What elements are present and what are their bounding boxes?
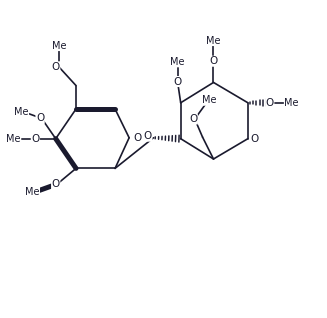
Text: O: O	[173, 77, 182, 86]
Text: Me: Me	[170, 57, 185, 67]
Text: O: O	[52, 62, 60, 72]
Text: Me: Me	[201, 95, 216, 105]
Text: O: O	[31, 134, 40, 144]
Text: Me: Me	[52, 41, 66, 51]
Text: Me: Me	[14, 107, 28, 117]
Text: Me: Me	[25, 187, 40, 197]
Text: Me: Me	[6, 134, 21, 144]
Text: O: O	[52, 179, 60, 189]
Text: Me: Me	[206, 36, 221, 45]
Text: Me: Me	[284, 98, 299, 108]
Text: O: O	[209, 56, 217, 66]
Text: O: O	[144, 131, 152, 141]
Text: O: O	[266, 98, 274, 108]
Text: O: O	[134, 133, 142, 143]
Text: O: O	[189, 114, 197, 124]
Text: O: O	[250, 134, 259, 144]
Text: O: O	[36, 114, 44, 123]
